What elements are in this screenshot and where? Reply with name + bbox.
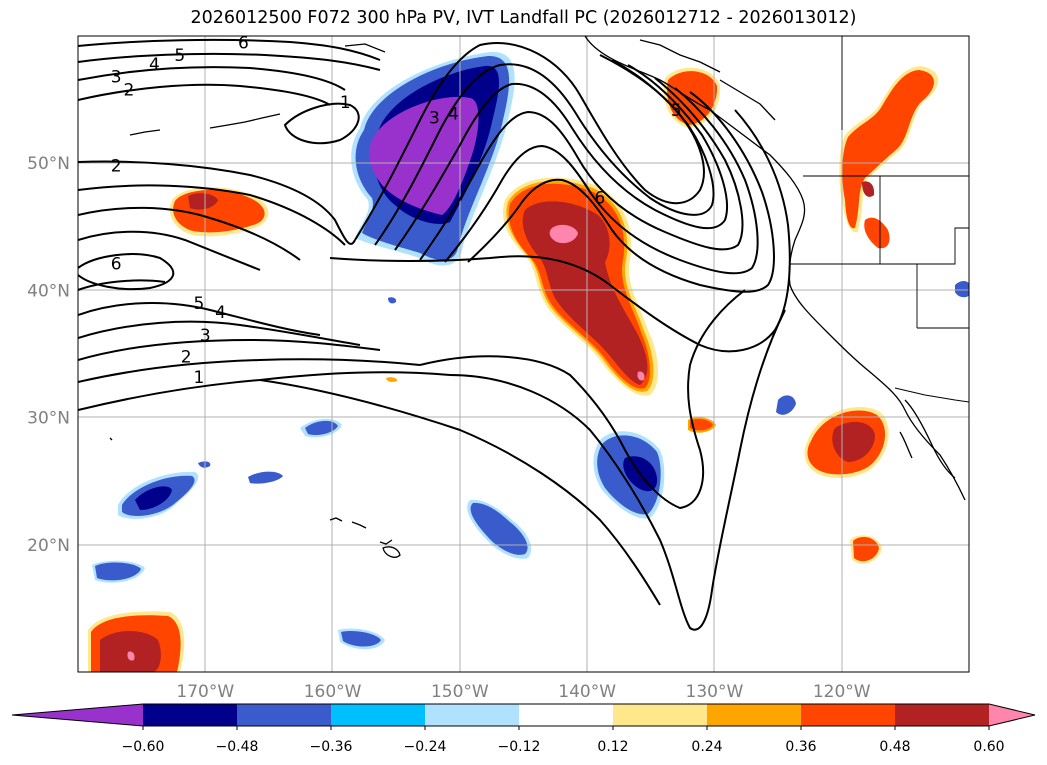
map-frame [77, 35, 970, 673]
colorbar-segment [707, 704, 802, 726]
colorbar-extend-high [989, 704, 1035, 726]
contour-label: 4 [149, 55, 160, 75]
colorbar-tick-label: 0.36 [785, 739, 816, 755]
colorbar-segment [801, 704, 896, 726]
lat-tick-label: 20°N [27, 536, 70, 556]
contour-label: 2 [124, 80, 135, 100]
political-borders [790, 36, 969, 403]
colorbar-extend-low [12, 704, 143, 726]
colorbar-tick-label: 0.24 [691, 739, 722, 755]
colorbar-tick-label: −0.12 [498, 739, 541, 755]
contour-label: 6 [594, 189, 605, 209]
coastlines [109, 36, 966, 558]
negative-anomaly-fill [92, 51, 969, 650]
colorbar-tick-label: 0.48 [879, 739, 910, 755]
colorbar-tick-label: −0.60 [122, 739, 165, 755]
longitude-labels: 170°W 160°W 150°W 140°W 130°W 120°W [176, 682, 870, 702]
colorbar-segment [613, 704, 708, 726]
colorbar-tick-label: 0.60 [973, 739, 1004, 755]
contour-label: 4 [448, 105, 459, 125]
colorbar-segment [331, 704, 426, 726]
colorbar-segment [425, 704, 520, 726]
contour-label: 5 [671, 101, 682, 121]
latitude-labels: 50°N 40°N 30°N 20°N [27, 154, 70, 556]
contour-label: 6 [238, 33, 249, 53]
colorbar-tick-label: −0.48 [216, 739, 259, 755]
contour-label: 4 [215, 303, 226, 323]
contour-label: 6 [111, 255, 122, 275]
pv-contours [78, 38, 791, 631]
lon-tick-label: 120°W [813, 682, 871, 702]
lon-tick-label: 150°W [431, 682, 489, 702]
contour-label: 2 [181, 348, 192, 368]
colorbar-tick-label: −0.24 [404, 739, 447, 755]
contour-label: 1 [194, 368, 205, 388]
colorbar-segment [237, 704, 332, 726]
colorbar-segment [143, 704, 238, 726]
map-title: 2026012500 F072 300 hPa PV, IVT Landfall… [190, 8, 857, 28]
colorbar-segment [895, 704, 990, 726]
colorbar-tick-label: −0.36 [310, 739, 353, 755]
lat-tick-label: 40°N [27, 281, 70, 301]
contour-label: 3 [429, 108, 440, 128]
positive-anomaly-fill [88, 66, 939, 672]
lon-tick-label: 140°W [558, 682, 616, 702]
contour-label: 3 [200, 326, 211, 346]
colorbar: −0.60 −0.48 −0.36 −0.24 −0.12 0.12 0.24 0.36 0.4… [11, 703, 1036, 755]
contour-label: 5 [194, 294, 205, 314]
contour-label: 1 [340, 93, 351, 113]
colorbar-tick-label: 0.12 [597, 739, 628, 755]
lat-tick-label: 30°N [27, 409, 70, 429]
contour-label: 2 [111, 157, 122, 177]
contour-label: 3 [111, 68, 122, 88]
colorbar-segment [519, 704, 614, 726]
contour-label: 5 [174, 46, 185, 66]
map-background [78, 36, 969, 672]
lat-tick-label: 50°N [27, 154, 70, 174]
lon-tick-label: 160°W [304, 682, 362, 702]
lon-tick-label: 130°W [686, 682, 744, 702]
lon-tick-label: 170°W [176, 682, 234, 702]
